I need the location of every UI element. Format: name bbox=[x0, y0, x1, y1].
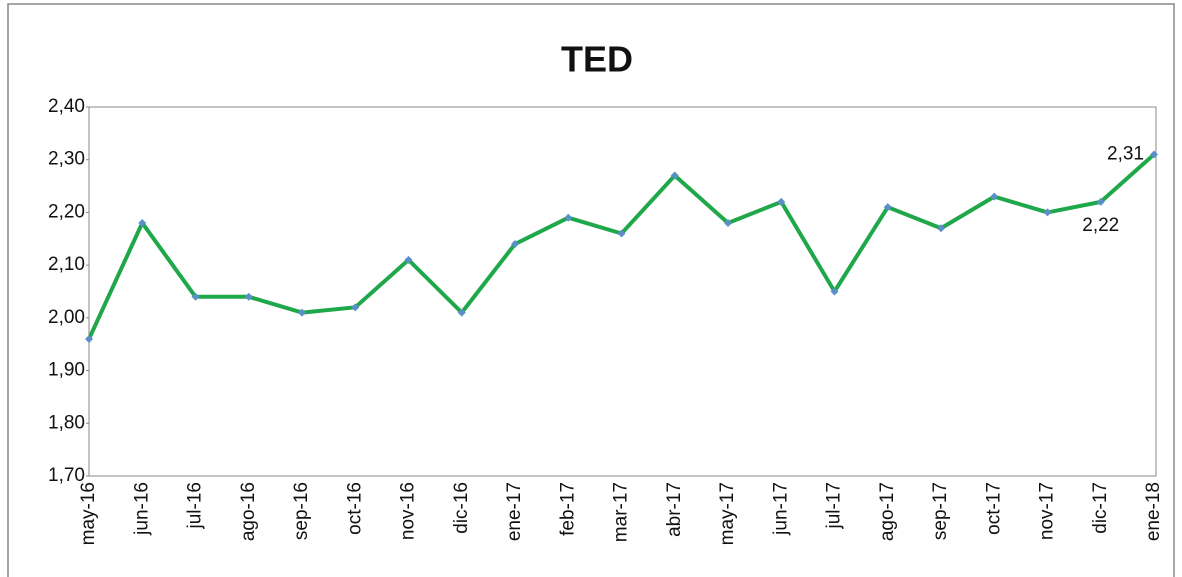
data-point bbox=[883, 203, 892, 212]
x-tick-label: ene-17 bbox=[504, 482, 525, 541]
x-tick-label: may-16 bbox=[78, 482, 99, 545]
data-point bbox=[564, 213, 573, 222]
x-tick-label: sep-16 bbox=[291, 482, 312, 540]
x-tick-label: oct-17 bbox=[983, 482, 1004, 535]
data-point bbox=[457, 308, 466, 317]
data-point bbox=[670, 171, 679, 180]
x-tick-label: ene-18 bbox=[1143, 482, 1164, 541]
x-tick-label: sep-17 bbox=[930, 482, 951, 540]
y-tick-label: 1,80 bbox=[48, 412, 85, 433]
y-tick-label: 2,00 bbox=[48, 307, 85, 328]
data-point bbox=[351, 303, 360, 312]
x-tick-label: jun-17 bbox=[770, 482, 791, 536]
y-tick-label: 2,40 bbox=[48, 96, 85, 117]
data-point bbox=[617, 229, 626, 238]
chart-frame bbox=[7, 3, 1175, 577]
data-point bbox=[1043, 208, 1052, 217]
y-tick-label: 1,70 bbox=[48, 465, 85, 486]
y-tick-label: 1,90 bbox=[48, 360, 85, 381]
x-tick-label: mar-17 bbox=[611, 482, 632, 542]
data-point bbox=[298, 308, 306, 317]
x-tick-label: nov-16 bbox=[398, 482, 419, 540]
chart-title: TED bbox=[561, 39, 633, 80]
x-tick-label: oct-16 bbox=[344, 482, 365, 535]
data-point bbox=[1096, 197, 1105, 206]
x-tick-label: dic-17 bbox=[1090, 482, 1111, 534]
y-tick-label: 2,30 bbox=[48, 149, 85, 170]
x-tick-label: ago-16 bbox=[238, 482, 259, 541]
data-point bbox=[990, 192, 999, 201]
x-tick-label: may-17 bbox=[717, 482, 738, 545]
x-tick-label: jul-16 bbox=[185, 482, 206, 529]
data-point bbox=[724, 218, 732, 227]
data-point bbox=[244, 292, 253, 301]
x-tick-label: nov-17 bbox=[1037, 482, 1058, 540]
x-tick-label: dic-16 bbox=[451, 482, 472, 534]
data-point bbox=[85, 334, 93, 343]
data-point bbox=[404, 255, 413, 264]
data-point bbox=[830, 287, 839, 296]
data-point bbox=[777, 197, 786, 206]
data-point bbox=[1150, 150, 1158, 159]
data-label: 2,22 bbox=[1082, 215, 1119, 236]
data-point bbox=[191, 292, 200, 301]
data-point bbox=[511, 240, 519, 249]
data-label: 2,31 bbox=[1107, 143, 1144, 164]
x-tick-label: abr-17 bbox=[664, 482, 685, 537]
data-line bbox=[87, 152, 1156, 340]
plot-area bbox=[88, 106, 1157, 477]
y-tick-label: 2,10 bbox=[48, 254, 85, 275]
data-point bbox=[937, 224, 945, 233]
data-point bbox=[138, 218, 147, 227]
x-tick-label: feb-17 bbox=[557, 482, 578, 536]
x-tick-label: ago-17 bbox=[877, 482, 898, 541]
x-tick-label: jun-16 bbox=[131, 482, 152, 536]
x-tick-label: jul-17 bbox=[824, 482, 845, 529]
y-tick-label: 2,20 bbox=[48, 201, 85, 222]
